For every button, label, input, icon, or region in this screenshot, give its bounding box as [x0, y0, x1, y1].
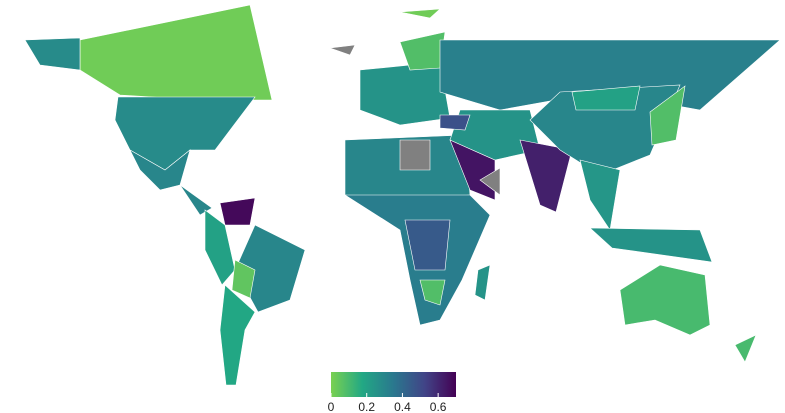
country: [231, 259, 256, 299]
country: [204, 209, 236, 286]
country: [619, 264, 711, 336]
country: [649, 85, 686, 146]
colorbar-tick-label: 0: [328, 400, 335, 413]
country: [579, 159, 621, 231]
country: [449, 109, 541, 161]
country: [399, 31, 446, 71]
country: [419, 279, 446, 306]
colorbar-gradient: [331, 372, 456, 397]
country: [734, 334, 757, 363]
country: [404, 219, 451, 271]
colorbar-tick-label: 0.2: [358, 400, 375, 413]
country: [179, 184, 213, 216]
country: [571, 85, 641, 111]
colorbar-tick-label: 0.4: [394, 400, 411, 413]
country: [219, 197, 256, 226]
colorbar-tick-label: 0.6: [430, 400, 447, 413]
country: [359, 61, 451, 126]
country: [474, 264, 491, 301]
country: [329, 44, 356, 56]
country: [399, 8, 441, 19]
country: [479, 167, 501, 196]
country: [519, 139, 573, 213]
country: [589, 227, 713, 263]
country: [219, 284, 256, 386]
country: [24, 37, 81, 71]
colorbar: 0 0.2 0.4 0.6: [328, 372, 456, 413]
country: [399, 139, 431, 171]
country: [79, 4, 273, 101]
country: [439, 114, 471, 131]
regions: [24, 4, 781, 386]
